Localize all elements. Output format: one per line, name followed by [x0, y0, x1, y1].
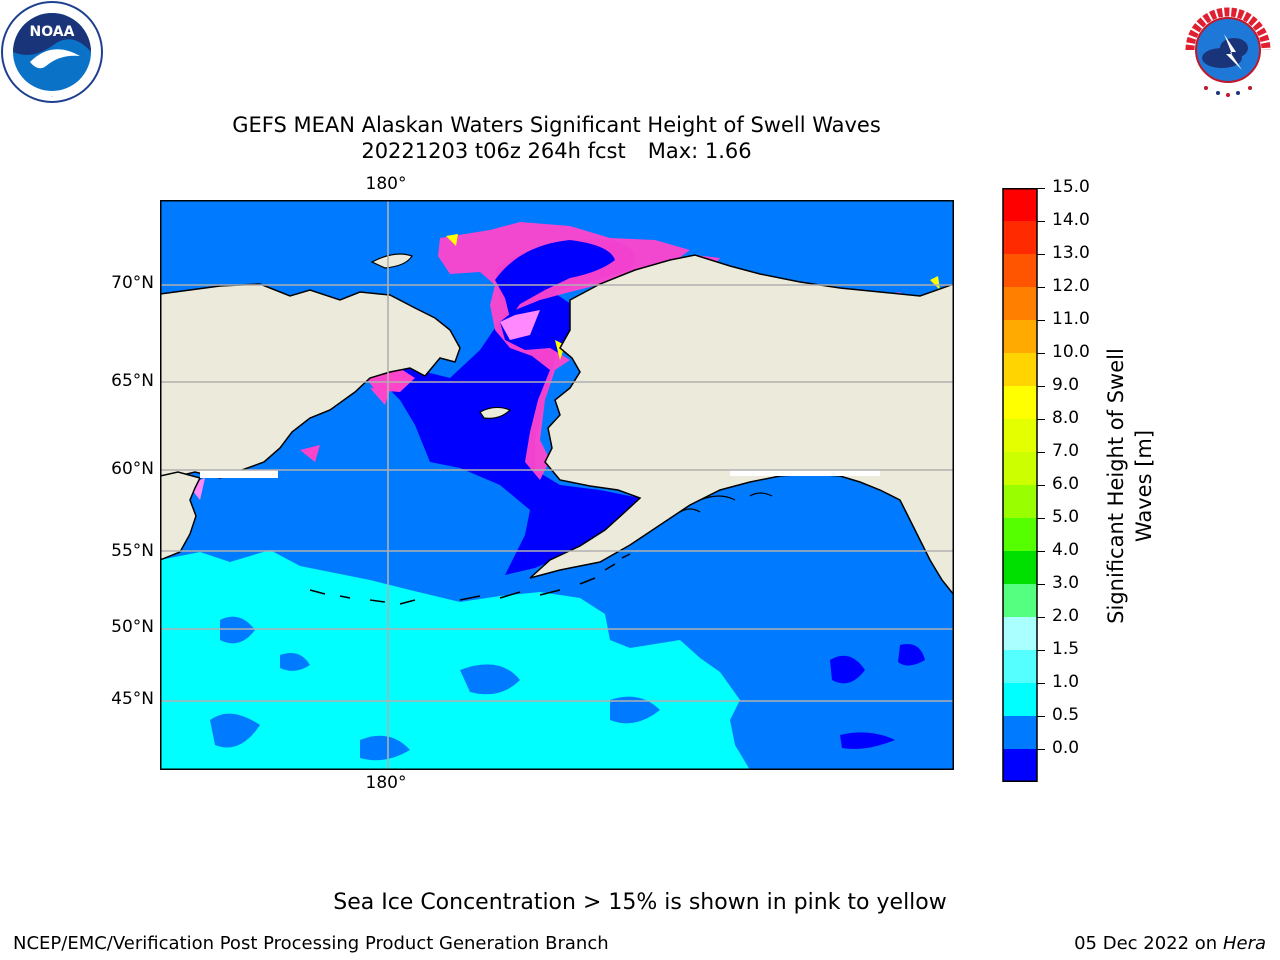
- max-value: Max: 1.66: [647, 139, 752, 163]
- colorbar-tick-label: 0.0: [1052, 738, 1080, 758]
- footer-host: Hera: [1222, 933, 1266, 954]
- colorbar-tick-label: 4.0: [1052, 540, 1080, 560]
- colorbar-tick-mark: [1037, 451, 1045, 453]
- colorbar-tick-label: 6.0: [1052, 474, 1080, 494]
- lon-label-top: 180°: [365, 174, 407, 194]
- colorbar: [1002, 188, 1038, 782]
- colorbar-tick-mark: [1037, 484, 1045, 486]
- footer-date-text: 05 Dec 2022 on: [1074, 933, 1218, 954]
- colorbar-swatch: [1003, 551, 1037, 585]
- forecast-info: 20221203 t06z 264h fcst: [361, 139, 626, 163]
- colorbar-tick-mark: [1037, 286, 1045, 288]
- colorbar-label-line1: Significant Height of Swell: [1104, 348, 1128, 624]
- colorbar-tick-mark: [1037, 385, 1045, 387]
- colorbar-tick-label: 1.0: [1052, 672, 1080, 692]
- colorbar-tick-label: 15.0: [1052, 177, 1090, 197]
- colorbar-tick-mark: [1037, 748, 1045, 750]
- colorbar-tick-mark: [1037, 583, 1045, 585]
- colorbar-tick-label: 9.0: [1052, 375, 1080, 395]
- colorbar-label: Significant Height of Swell Waves [m]: [1102, 296, 1158, 676]
- colorbar-swatch: [1003, 749, 1037, 782]
- map-subtitle: 20221203 t06z 264h fcst Max: 1.66: [0, 139, 1113, 164]
- colorbar-tick-mark: [1037, 319, 1045, 321]
- ocean-swell-1.0-1.5: [160, 550, 750, 770]
- colorbar-tick-mark: [1037, 253, 1045, 255]
- lat-label-55: 55°N: [111, 541, 154, 561]
- colorbar-tick-label: 11.0: [1052, 309, 1090, 329]
- commander-islands: [309, 589, 416, 605]
- colorbar-swatch: [1003, 518, 1037, 552]
- colorbar-tick-mark: [1037, 220, 1045, 222]
- colorbar-swatch: [1003, 485, 1037, 519]
- colorbar-swatch: [1003, 320, 1037, 354]
- colorbar-swatch: [1003, 188, 1037, 222]
- colorbar-swatch: [1003, 617, 1037, 651]
- sea-ice-note: Sea Ice Concentration > 15% is shown in …: [333, 890, 947, 915]
- colorbar-tick-label: 5.0: [1052, 507, 1080, 527]
- colorbar-swatch: [1003, 287, 1037, 321]
- kodiak-coast: [679, 492, 773, 513]
- colorbar-tick-mark: [1037, 649, 1045, 651]
- colorbar-tick-label: 3.0: [1052, 573, 1080, 593]
- colorbar-swatch: [1003, 221, 1037, 255]
- nws-logo: [1176, 0, 1280, 104]
- aleutian-islands: [459, 553, 631, 601]
- graticule: [160, 200, 954, 770]
- land-alaska: [529, 254, 954, 597]
- colorbar-tick-mark: [1037, 616, 1045, 618]
- colorbar-label-line2: Waves [m]: [1132, 429, 1156, 543]
- colorbar-tick-mark: [1037, 682, 1045, 684]
- colorbar-swatch: [1003, 683, 1037, 717]
- colorbar-tick-mark: [1037, 517, 1045, 519]
- svg-text:·: ·: [51, 94, 53, 100]
- footer-branch: NCEP/EMC/Verification Post Processing Pr…: [13, 933, 609, 954]
- colorbar-tick-mark: [1037, 187, 1045, 189]
- wrangel-island: [370, 253, 413, 269]
- lat-label-60: 60°N: [111, 459, 154, 479]
- colorbar-tick-label: 13.0: [1052, 243, 1090, 263]
- land-kamchatka-coast: [160, 471, 202, 561]
- swell-height-map: [160, 200, 954, 770]
- colorbar-tick-label: 0.5: [1052, 705, 1080, 725]
- lon-label-bottom: 180°: [365, 773, 407, 793]
- colorbar-tick-mark: [1037, 352, 1045, 354]
- colorbar-swatches: [1002, 188, 1038, 782]
- noaa-logo: NOAA ·: [0, 0, 104, 104]
- lat-label-50: 50°N: [111, 617, 154, 637]
- colorbar-tick-label: 7.0: [1052, 441, 1080, 461]
- colorbar-swatch: [1003, 716, 1037, 750]
- noaa-logo-text: NOAA: [30, 24, 75, 40]
- colorbar-swatch: [1003, 650, 1037, 684]
- st-lawrence-island: [479, 406, 512, 419]
- colorbar-tick-label: 1.5: [1052, 639, 1080, 659]
- colorbar-swatch: [1003, 386, 1037, 420]
- colorbar-swatch: [1003, 353, 1037, 387]
- colorbar-tick-label: 8.0: [1052, 408, 1080, 428]
- lat-label-45: 45°N: [111, 689, 154, 709]
- colorbar-tick-label: 10.0: [1052, 342, 1090, 362]
- map-panel: [160, 200, 954, 770]
- colorbar-tick-mark: [1037, 715, 1045, 717]
- colorbar-tick-mark: [1037, 418, 1045, 420]
- colorbar-swatch: [1003, 254, 1037, 288]
- colorbar-tick-label: 12.0: [1052, 276, 1090, 296]
- colorbar-tick-label: 14.0: [1052, 210, 1090, 230]
- footer-date: 05 Dec 2022 on Hera: [1074, 933, 1266, 954]
- colorbar-swatch: [1003, 419, 1037, 453]
- lat-label-70: 70°N: [111, 273, 154, 293]
- lat-label-65: 65°N: [111, 371, 154, 391]
- map-title: GEFS MEAN Alaskan Waters Significant Hei…: [232, 113, 881, 137]
- colorbar-swatch: [1003, 584, 1037, 618]
- colorbar-tick-label: 2.0: [1052, 606, 1080, 626]
- ocean-swell-0-0.5: [375, 290, 650, 575]
- colorbar-tick-mark: [1037, 550, 1045, 552]
- colorbar-swatch: [1003, 452, 1037, 486]
